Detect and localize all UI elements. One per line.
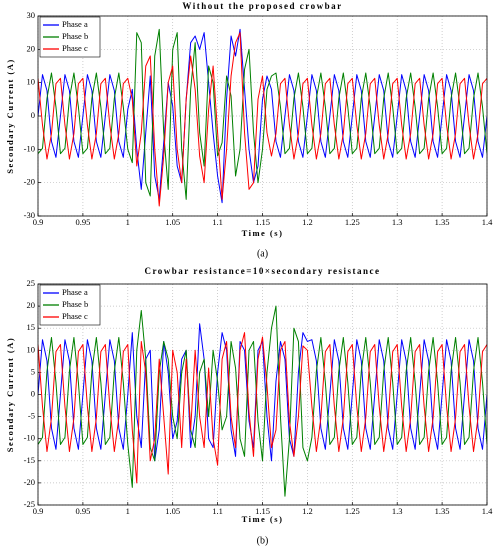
- legend-label: Phase a: [62, 287, 88, 297]
- chart-title: Crowbar resistance=10×secondary resistan…: [144, 266, 380, 276]
- legend-label: Phase a: [62, 19, 88, 29]
- chart: 0.9 0.95 1 1.05 1.1 1.15 1.2 1.25 1.3 1.35 1.4 -30 -…: [5, 1, 493, 259]
- y-tick-label: 20: [27, 43, 36, 53]
- x-axis-label: Time (s): [242, 228, 284, 238]
- legend-label: Phase c: [62, 311, 88, 321]
- y-tick-label: -20: [24, 177, 35, 187]
- y-axis-label: Secondary Current (A): [5, 58, 15, 173]
- y-tick-label: -15: [24, 455, 35, 465]
- legend-label: Phase b: [62, 31, 88, 41]
- x-tick-label: 1: [126, 217, 130, 227]
- series-line: [38, 305, 487, 497]
- x-tick-label: 1: [126, 506, 130, 516]
- y-axis-label: Secondary Current (A): [5, 337, 15, 452]
- chart-title: Without the proposed crowbar: [182, 1, 342, 11]
- x-tick-label: 1.3: [392, 217, 403, 227]
- x-tick-label: 1.35: [435, 506, 450, 516]
- chart: 0.9 0.95 1 1.05 1.1 1.15 1.2 1.25 1.3 1.35 1.4 -25 -…: [5, 266, 493, 546]
- y-tick-label: -30: [24, 210, 35, 220]
- y-tick-label: -10: [24, 433, 35, 443]
- caption: (b): [257, 535, 269, 546]
- x-tick-label: 1.25: [345, 506, 360, 516]
- y-tick-label: 10: [27, 77, 36, 87]
- x-tick-label: 1.15: [255, 217, 270, 227]
- series-line: [38, 32, 487, 207]
- plot-frame: [37, 15, 488, 217]
- x-tick-label: 1.35: [435, 217, 450, 227]
- y-tick-label: 10: [27, 344, 36, 354]
- legend-label: Phase b: [62, 299, 88, 309]
- x-tick-label: 1.1: [212, 506, 223, 516]
- x-tick-label: 1.1: [212, 217, 223, 227]
- y-tick-label: -25: [24, 499, 35, 509]
- legend: Phase a Phase b Phase c: [39, 16, 101, 58]
- x-tick-label: 1.3: [392, 506, 403, 516]
- x-axis-label: Time (s): [242, 514, 284, 524]
- x-tick-label: 1.05: [165, 217, 180, 227]
- x-tick-label: 1.4: [482, 217, 493, 227]
- y-tick-label: 30: [27, 10, 36, 20]
- x-tick-label: 0.9: [33, 217, 44, 227]
- y-tick-label: 0: [31, 388, 35, 398]
- x-tick-label: 1.2: [302, 217, 313, 227]
- y-tick-label: 0: [31, 110, 35, 120]
- caption: (a): [257, 248, 268, 259]
- x-tick-label: 1.25: [345, 217, 360, 227]
- series-line: [38, 28, 487, 200]
- y-tick-label: 25: [27, 278, 36, 288]
- plot-frame: [37, 283, 488, 506]
- series-line: [38, 332, 487, 484]
- y-tick-label: 20: [27, 300, 36, 310]
- x-tick-label: 0.95: [75, 217, 90, 227]
- legend: Phase a Phase b Phase c: [39, 284, 101, 326]
- x-tick-label: 1.15: [255, 506, 270, 516]
- x-tick-label: 0.95: [75, 506, 90, 516]
- y-tick-label: 15: [27, 322, 36, 332]
- y-tick-label: -20: [24, 477, 35, 487]
- series-line: [38, 28, 487, 204]
- x-tick-label: 1.4: [482, 506, 493, 516]
- legend-label: Phase c: [62, 43, 88, 53]
- y-tick-label: -5: [28, 411, 35, 421]
- y-tick-label: 5: [31, 366, 35, 376]
- x-tick-label: 1.2: [302, 506, 313, 516]
- x-tick-label: 0.9: [33, 506, 44, 516]
- y-tick-label: -10: [24, 143, 35, 153]
- x-tick-label: 1.05: [165, 506, 180, 516]
